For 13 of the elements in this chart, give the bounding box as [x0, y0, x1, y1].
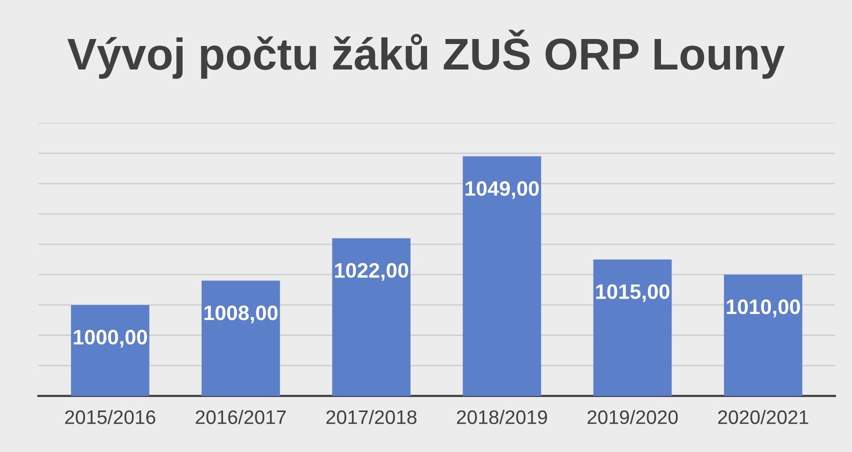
data-label: 1022,00 [335, 263, 408, 281]
data-label: 1010,00 [726, 299, 800, 318]
data-label: 1008,00 [204, 306, 278, 324]
x-tick-label: 2016/2017 [196, 410, 286, 424]
x-tick-label: 2015/2016 [65, 410, 156, 424]
data-label: 1049,00 [466, 181, 539, 199]
x-tick-label: 2017/2018 [326, 410, 416, 424]
data-label: 1000,00 [74, 330, 147, 348]
chart-title: Vývoj počtu žáků ZUŠ ORP Louny [67, 30, 785, 79]
x-tick-label: 2020/2021 [718, 410, 808, 424]
data-label: 1015,00 [596, 284, 670, 302]
x-tick-label: 2018/2019 [456, 410, 547, 424]
x-tick-label: 2019/2020 [588, 410, 678, 424]
